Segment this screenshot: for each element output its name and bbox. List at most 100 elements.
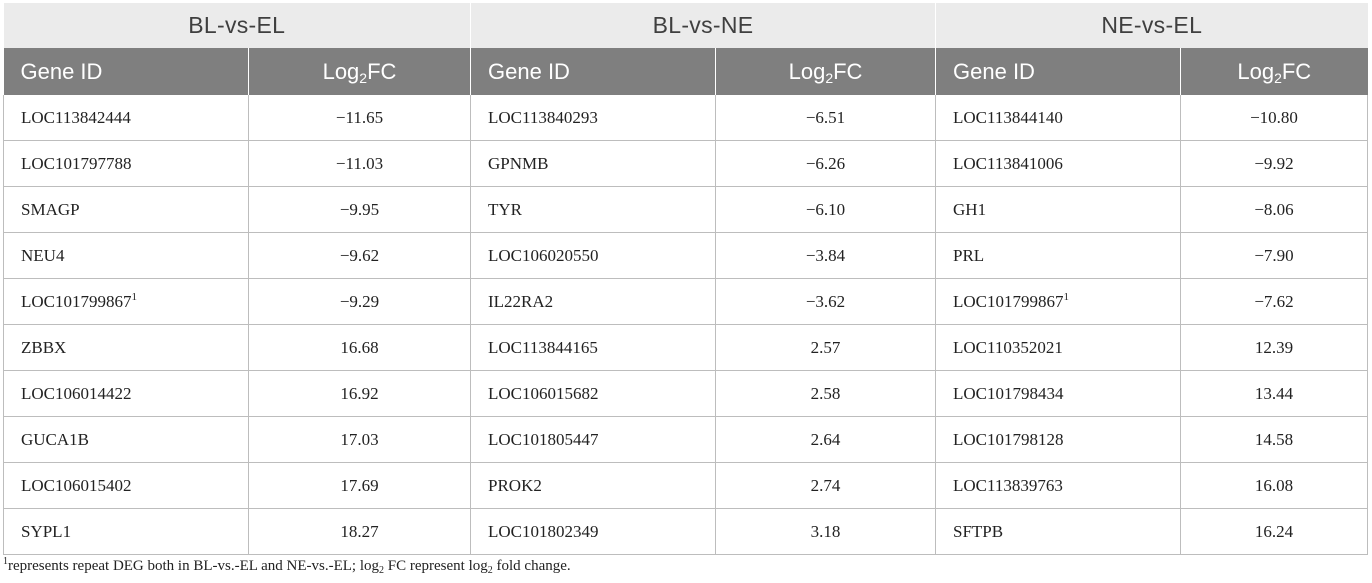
gene-id-text: LOC101799867 [21,291,132,311]
table-row: LOC113842444 −11.65 LOC113840293 −6.51 LOC11… [3,95,1369,141]
cell-ne-el-gene: LOC101798128 [935,416,1182,463]
cell-bl-el-log2fc: −9.95 [248,186,472,233]
column-header-log2fc: Log2FC [715,48,937,95]
gene-id-text: LOC101799867 [953,291,1064,311]
log-suffix: FC [1281,58,1312,84]
table-footnote: 1represents repeat DEG both in BL-vs.-EL… [3,556,571,576]
cell-bl-el-log2fc: 16.68 [248,324,472,371]
footnote-text-a: represents repeat DEG both in BL-vs.-EL … [8,558,380,574]
gene-id-text: LOC110352021 [953,337,1063,357]
gene-id-text: SFTPB [953,521,1004,541]
cell-bl-el-gene: SYPL1 [3,508,249,555]
cell-bl-el-gene: SMAGP [3,186,249,233]
cell-ne-el-log2fc: 13.44 [1180,370,1369,417]
gene-id-text: LOC113841006 [953,153,1063,173]
log-prefix: Log [1237,58,1275,84]
cell-ne-el-gene: GH1 [935,186,1182,233]
cell-ne-el-log2fc: 16.08 [1180,462,1369,509]
cell-bl-ne-log2fc: −6.51 [715,95,937,141]
gene-id-text: GUCA1B [21,429,90,449]
cell-bl-el-gene: LOC113842444 [3,95,249,141]
table-row: GUCA1B 17.03 LOC101805447 2.64 LOC101798128 1… [3,416,1369,463]
cell-bl-el-log2fc: −11.65 [248,95,472,141]
gene-id-text: LOC106014422 [21,383,132,403]
table-row: SYPL1 18.27 LOC101802349 3.18 SFTPB 16.24 [3,508,1369,555]
repeat-deg-marker: 1 [1063,290,1070,303]
log-subscript: 2 [1274,69,1282,86]
cell-ne-el-gene: LOC101798434 [935,370,1182,417]
gene-id-text: LOC113842444 [21,107,131,127]
column-header-gene-id: Gene ID [470,48,717,95]
table-row: LOC106015402 17.69 PROK2 2.74 LOC113839763 16… [3,462,1369,509]
footnote-sub-b: 2 [487,565,493,576]
gene-id-text: LOC101798128 [953,429,1064,449]
cell-bl-ne-gene: LOC101805447 [470,416,717,463]
gene-id-text: SYPL1 [21,521,72,541]
cell-bl-ne-log2fc: 2.57 [715,324,937,371]
cell-bl-el-log2fc: 17.03 [248,416,472,463]
cell-ne-el-log2fc: −9.92 [1180,140,1369,187]
cell-ne-el-log2fc: −7.90 [1180,232,1369,279]
cell-bl-ne-log2fc: −6.10 [715,186,937,233]
gene-id-text: ZBBX [21,337,67,357]
cell-ne-el-log2fc: 14.58 [1180,416,1369,463]
cell-bl-el-log2fc: 18.27 [248,508,472,555]
cell-bl-el-gene: ZBBX [3,324,249,371]
cell-bl-ne-gene: LOC101802349 [470,508,717,555]
cell-bl-el-log2fc: −9.62 [248,232,472,279]
cell-ne-el-gene: SFTPB [935,508,1182,555]
cell-ne-el-gene: LOC113839763 [935,462,1182,509]
column-header-gene-id: Gene ID [935,48,1182,95]
repeat-deg-marker: 1 [131,290,138,303]
deg-table: BL-vs-EL BL-vs-NE NE-vs-EL Gene ID Log2F… [3,3,1369,555]
cell-bl-ne-log2fc: −6.26 [715,140,937,187]
cell-bl-el-gene: LOC106014422 [3,370,249,417]
footnote-marker: 1 [3,556,8,567]
log-suffix: FC [833,58,863,84]
cell-ne-el-gene: LOC1017998671 [935,278,1182,325]
table-row: LOC106014422 16.92 LOC106015682 2.58 LOC1017… [3,370,1369,417]
cell-bl-el-gene: NEU4 [3,232,249,279]
cell-ne-el-gene: LOC110352021 [935,324,1182,371]
group-header-bl-vs-el: BL-vs-EL [3,3,472,48]
group-header-row: BL-vs-EL BL-vs-NE NE-vs-EL [3,3,1368,48]
cell-bl-el-log2fc: −11.03 [248,140,472,187]
cell-bl-ne-gene: LOC106020550 [470,232,717,279]
cell-bl-el-gene: LOC101797788 [3,140,249,187]
gene-id-text: LOC101797788 [21,153,132,173]
cell-bl-ne-gene: LOC106015682 [470,370,717,417]
gene-id-text: LOC101798434 [953,383,1064,403]
cell-ne-el-log2fc: −8.06 [1180,186,1369,233]
table-row: NEU4 −9.62 LOC106020550 −3.84 PRL −7.90 [3,232,1369,279]
cell-ne-el-log2fc: 12.39 [1180,324,1369,371]
log-subscript: 2 [825,69,834,86]
cell-bl-el-gene: LOC1017998671 [3,278,249,325]
cell-bl-ne-gene: LOC113840293 [470,95,717,141]
cell-ne-el-log2fc: −7.62 [1180,278,1369,325]
cell-bl-el-log2fc: 17.69 [248,462,472,509]
cell-ne-el-log2fc: −10.80 [1180,95,1369,141]
gene-id-text: LOC113839763 [953,475,1063,495]
cell-bl-ne-log2fc: 2.58 [715,370,937,417]
group-header-bl-vs-ne: BL-vs-NE [470,3,937,48]
table-row: ZBBX 16.68 LOC113844165 2.57 LOC110352021 12.… [3,324,1369,371]
cell-ne-el-log2fc: 16.24 [1180,508,1369,555]
footnote-sub-a: 2 [379,565,385,576]
cell-bl-ne-gene: GPNMB [470,140,717,187]
cell-bl-el-log2fc: −9.29 [248,278,472,325]
column-header-log2fc: Log2FC [1180,48,1368,95]
column-header-row: Gene ID Log2FC Gene ID Log2FC Gene ID Lo… [3,48,1368,95]
gene-id-text: PRL [953,245,985,265]
column-header-log2fc: Log2FC [248,48,472,95]
log-subscript: 2 [359,69,368,86]
column-header-gene-id: Gene ID [3,48,249,95]
cell-bl-ne-log2fc: −3.84 [715,232,937,279]
gene-id-text: LOC113844140 [953,107,1063,127]
cell-bl-ne-gene: PROK2 [470,462,717,509]
gene-id-text: LOC106015402 [21,475,132,495]
group-header-ne-vs-el: NE-vs-EL [935,3,1368,48]
cell-bl-ne-log2fc: 2.74 [715,462,937,509]
cell-bl-ne-log2fc: −3.62 [715,278,937,325]
cell-ne-el-gene: LOC113844140 [935,95,1182,141]
table-body: LOC113842444 −11.65 LOC113840293 −6.51 LOC11… [3,95,1369,555]
